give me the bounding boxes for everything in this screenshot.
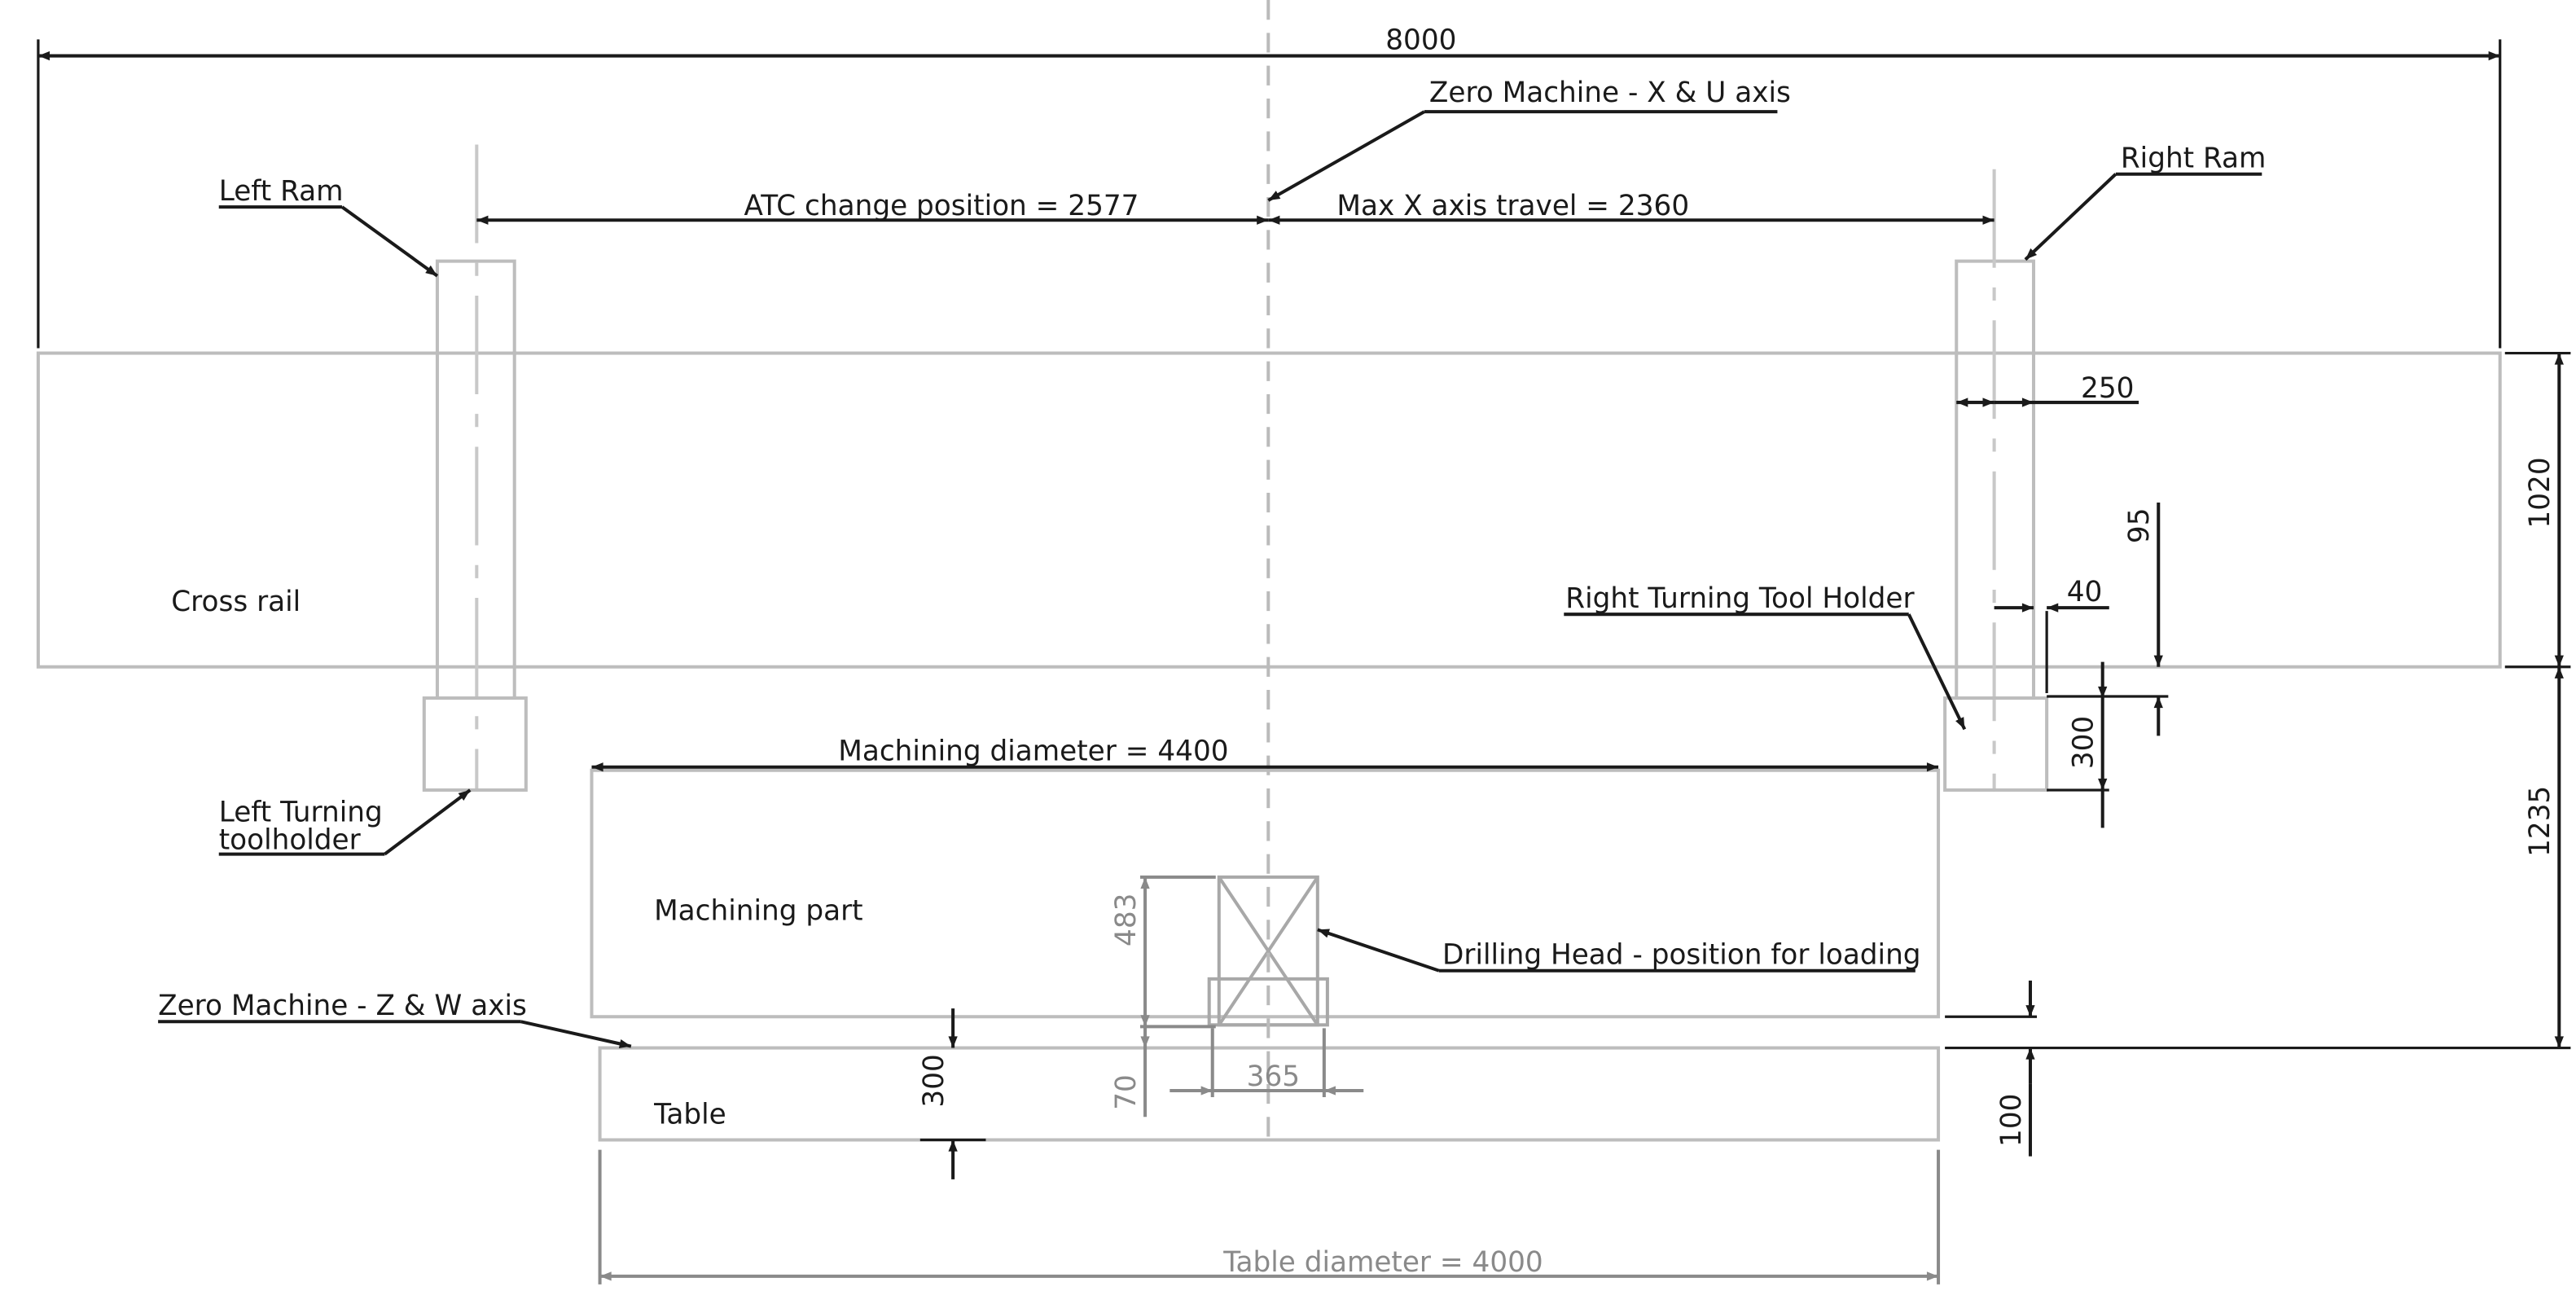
left-ram <box>435 144 516 792</box>
dim-atc-change-text: ATC change position = 2577 <box>744 190 1139 222</box>
label-left-turning-line2: toolholder <box>219 824 362 857</box>
label-left-ram-text: Left Ram <box>219 175 344 208</box>
label-left-turning-line1: Left Turning <box>219 796 383 828</box>
label-zero-xu: Zero Machine - X & U axis <box>1267 77 1791 202</box>
dim-max-x-travel-text: Max X axis travel = 2360 <box>1336 190 1689 222</box>
label-table: Table <box>653 1098 726 1131</box>
label-machining-part: Machining part <box>654 894 863 927</box>
dim-95-text: 95 <box>2123 507 2156 543</box>
label-zero-xu-text: Zero Machine - X & U axis <box>1429 77 1791 109</box>
label-zero-zw-text: Zero Machine - Z & W axis <box>158 990 527 1022</box>
dim-atc-change: ATC change position = 2577 <box>476 190 1269 225</box>
right-turning-tool-holder <box>1943 696 2049 792</box>
dim-crossrail-height-text: 1020 <box>2524 457 2556 528</box>
dim-drill-offset-text: 70 <box>1110 1074 1143 1110</box>
label-left-ram: Left Ram <box>219 175 439 278</box>
dim-ram-width: 250 <box>1956 372 2139 407</box>
dim-holder-height: 300 <box>2047 661 2109 828</box>
label-drilling-head-text: Drilling Head - position for loading <box>1442 939 1921 972</box>
dim-machining-diameter: Machining diameter = 4400 <box>591 736 1939 772</box>
dim-table-diameter: Table diameter = 4000 <box>598 1149 1941 1284</box>
label-left-turning: Left Turning toolholder <box>219 788 472 857</box>
dim-holder-height-text: 300 <box>2068 716 2100 769</box>
dim-overall-width-text: 8000 <box>1385 24 1456 56</box>
label-right-ram: Right Ram <box>2024 143 2267 261</box>
dim-40: 40 <box>1994 576 2109 693</box>
dim-overall-width: 8000 <box>37 24 2502 349</box>
dim-drill-height-text: 483 <box>1110 894 1143 946</box>
label-zero-zw: Zero Machine - Z & W axis <box>158 990 632 1048</box>
left-turning-toolholder <box>422 696 528 792</box>
dim-1235: 1235 <box>1945 666 2571 1050</box>
dim-crossrail-height: 1020 <box>2504 351 2571 669</box>
dim-max-x-travel: Max X axis travel = 2360 <box>1268 190 1995 225</box>
label-drilling-head: Drilling Head - position for loading <box>1317 928 1921 973</box>
dim-drill-height: 483 <box>1110 875 1216 1027</box>
dim-table-height-text: 300 <box>918 1054 950 1107</box>
dim-40-text: 40 <box>2067 576 2103 608</box>
dim-1235-text: 1235 <box>2524 786 2556 857</box>
dim-95: 95 <box>2047 503 2169 736</box>
dim-drill-offset: 70 <box>1110 1025 1216 1118</box>
dim-100-text: 100 <box>1995 1094 2028 1147</box>
dim-table-diameter-text: Table diameter = 4000 <box>1222 1246 1543 1279</box>
table <box>598 1046 1941 1142</box>
dim-100: 100 <box>1945 980 2038 1157</box>
label-right-ram-text: Right Ram <box>2121 143 2267 175</box>
dim-machining-diameter-text: Machining diameter = 4400 <box>838 736 1228 768</box>
label-cross-rail: Cross rail <box>171 586 301 618</box>
label-right-turning: Right Turning Tool Holder <box>1564 582 1967 731</box>
label-right-turning-text: Right Turning Tool Holder <box>1565 582 1915 615</box>
dim-drill-width-text: 365 <box>1247 1060 1300 1093</box>
dim-table-height: 300 <box>918 1008 986 1179</box>
dim-drill-width: 365 <box>1170 1028 1364 1098</box>
dim-ram-width-text: 250 <box>2081 372 2134 405</box>
